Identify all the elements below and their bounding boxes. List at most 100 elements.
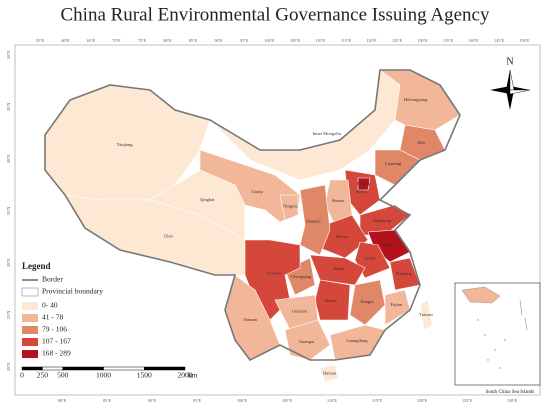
map-frame <box>14 44 541 396</box>
province-label: Xinjiang <box>117 142 133 147</box>
legend-swatch <box>22 302 38 310</box>
lon-tick-top: 115°E <box>341 38 351 43</box>
province-label: Tibet <box>164 234 174 239</box>
inset-label: South China Sea Islands <box>486 390 535 395</box>
lon-tick-bottom: 120°E <box>417 398 428 403</box>
lon-tick-bottom: 110°E <box>327 398 337 403</box>
province-label: Jiangxi <box>361 299 375 304</box>
province-label: Guizhou <box>292 308 308 313</box>
province-label: Beijing <box>357 181 371 186</box>
province-label: Guangdong <box>347 338 369 343</box>
scale-label: 1500 <box>137 371 152 380</box>
province <box>314 279 351 321</box>
province-label: Gansu <box>251 189 263 194</box>
lon-tick-top: 140°E <box>468 38 479 43</box>
lon-tick-bottom: 115°E <box>372 398 382 403</box>
province <box>357 177 371 191</box>
inset-land <box>461 286 501 304</box>
scale-label: 2000 <box>178 371 193 380</box>
lat-tick: 45°N <box>6 103 11 112</box>
province <box>419 299 433 331</box>
province <box>319 364 339 383</box>
province-label: Ningxia <box>283 203 298 208</box>
province-label: Taiwan <box>419 312 433 317</box>
lon-tick-top: 145°E <box>494 38 505 43</box>
province <box>349 279 386 326</box>
scale-label: 250 <box>37 371 49 380</box>
lon-tick-bottom: 95°E <box>193 398 202 403</box>
province-label: Hubei <box>334 266 346 271</box>
lon-tick-top: 80°E <box>163 38 172 43</box>
legend-class-label: 0- 40 <box>42 301 58 310</box>
legend-swatch <box>22 326 38 334</box>
lon-tick-top: 120°E <box>366 38 377 43</box>
scale-segment <box>21 366 43 371</box>
legend-class-label: 41 - 78 <box>42 313 63 322</box>
scale-label: 1000 <box>96 371 111 380</box>
lat-tick: 25°N <box>6 311 11 320</box>
province-label: Anhui <box>364 256 376 261</box>
lon-tick-top: 65°E <box>87 38 96 43</box>
legend-class-label: 107 - 167 <box>42 337 71 346</box>
province-label: Sichuan <box>266 271 281 276</box>
province-label: Shaanxi <box>306 219 321 224</box>
province-label: Hainan <box>323 370 337 375</box>
province-label: Jiangsu <box>381 242 395 247</box>
lon-tick-top: 105°E <box>290 38 301 43</box>
lon-tick-bottom: 80°E <box>58 398 67 403</box>
lon-tick-top: 90°E <box>214 38 223 43</box>
lon-tick-top: 85°E <box>189 38 198 43</box>
province-label: Shandong <box>373 218 392 223</box>
lon-tick-bottom: 90°E <box>148 398 157 403</box>
province <box>279 194 299 221</box>
legend-class-label: 168 - 289 <box>42 349 71 358</box>
lon-tick-top: 130°E <box>417 38 428 43</box>
legend-swatch <box>22 314 38 322</box>
north-label: N <box>506 56 513 67</box>
lat-tick: 40°N <box>6 155 11 164</box>
lon-tick-bottom: 125°E <box>462 398 473 403</box>
lat-tick: 30°N <box>6 259 11 268</box>
lon-tick-top: 75°E <box>138 38 147 43</box>
lon-tick-bottom: 85°E <box>103 398 112 403</box>
province-label: Chongqing <box>291 274 312 279</box>
legend-boundary: Provincial boundary <box>42 287 103 296</box>
province-label: Inner Mongolia <box>313 131 341 136</box>
scale-label: 500 <box>57 371 69 380</box>
province <box>309 254 366 286</box>
lon-tick-top: 135°E <box>443 38 454 43</box>
lon-tick-top: 70°E <box>112 38 121 43</box>
province-label: Qinghai <box>200 197 215 202</box>
legend-border: Border <box>42 275 63 284</box>
scale-segment <box>42 366 63 371</box>
country-border <box>44 69 461 362</box>
province-label: Liaoning <box>385 161 402 166</box>
province-label: Jilin <box>417 140 426 145</box>
scale-label: 0 <box>20 371 24 380</box>
map-title: China Rural Environmental Governance Iss… <box>61 4 490 25</box>
inset-islands <box>477 319 506 369</box>
north-arrow <box>490 69 531 110</box>
scale-segment <box>144 366 186 371</box>
scale-unit: km <box>188 371 198 380</box>
province-label: Hunan <box>325 298 338 303</box>
lon-tick-top: 55°E <box>36 38 45 43</box>
lon-tick-top: 100°E <box>264 38 275 43</box>
lon-tick-top: 60°E <box>61 38 70 43</box>
lat-tick: 35°N <box>6 207 11 216</box>
lon-tick-top: 150°E <box>519 38 530 43</box>
lat-tick: 20°N <box>6 363 11 372</box>
province-label: Yunnan <box>243 317 257 322</box>
province <box>199 149 301 223</box>
province-label: Henan <box>336 234 348 239</box>
lon-tick-top: 95°E <box>240 38 249 43</box>
lon-tick-bottom: 130°E <box>507 398 518 403</box>
lon-tick-top: 110°E <box>316 38 326 43</box>
legend-title: Legend <box>22 261 51 271</box>
lon-tick-bottom: 100°E <box>237 398 248 403</box>
scale-segment <box>103 366 145 371</box>
legend-class-label: 79 - 106 <box>42 325 67 334</box>
scale-segment <box>62 366 104 371</box>
province-label: Zhejiang <box>396 271 413 276</box>
